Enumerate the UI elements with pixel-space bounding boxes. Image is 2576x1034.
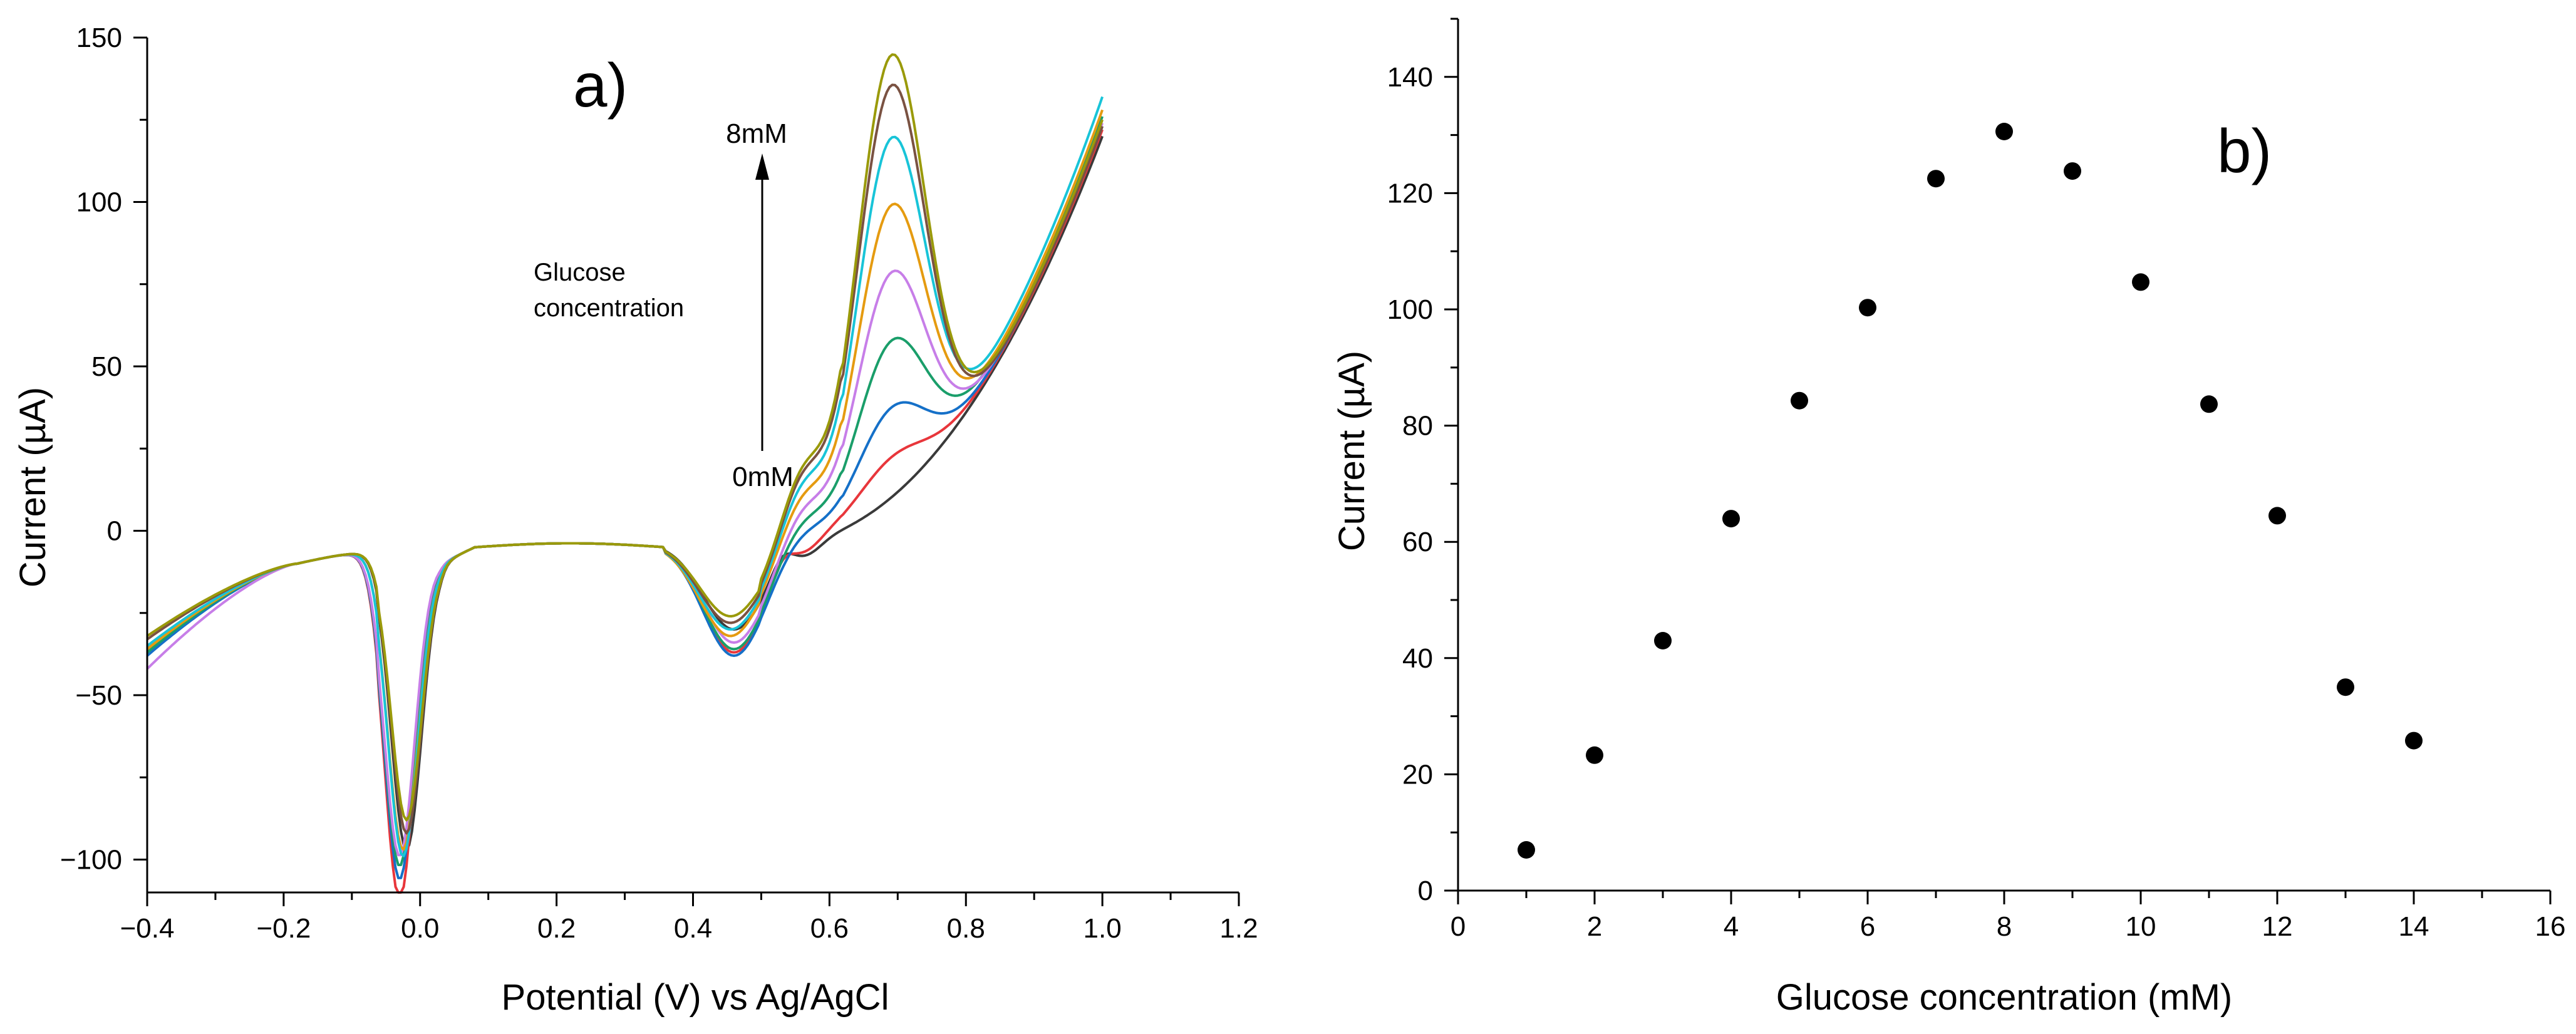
panel-b-y-tick-label: 60 bbox=[1402, 527, 1433, 557]
panel-b-label: b) bbox=[2217, 116, 2272, 185]
panel-b-x-tick-label: 4 bbox=[1724, 911, 1739, 942]
panel-a-x-tick-label: 0.6 bbox=[810, 913, 849, 944]
panel-a-y-tick-label: 100 bbox=[76, 187, 122, 218]
panel-a-y-tick-label: −50 bbox=[75, 680, 122, 711]
panel-a-y-axis-label: Current (µA) bbox=[13, 387, 53, 587]
scatter-point bbox=[1927, 170, 1945, 188]
panel-b-y-tick-label: 40 bbox=[1402, 643, 1433, 674]
scatter-point bbox=[1586, 746, 1603, 764]
panel-a-x-tick-label: 0.2 bbox=[537, 913, 576, 944]
cv-curve-8mm bbox=[146, 53, 1104, 822]
panel-b-y-tick-label: 0 bbox=[1418, 876, 1433, 906]
panel-b-y-tick-label: 80 bbox=[1402, 411, 1433, 442]
cv-curve-0mm bbox=[146, 135, 1104, 851]
panel-a-tick-labels: −0.4 −0.2 0.0 0.2 0.4 0.6 0.8 1.0 1.2 −100 −50 0 50 1… bbox=[60, 23, 1258, 944]
scatter-point bbox=[1722, 510, 1740, 528]
scatter-point bbox=[1995, 123, 2013, 140]
panel-b-x-tick-label: 14 bbox=[2399, 911, 2429, 942]
scatter-point bbox=[2337, 678, 2354, 696]
panel-a-y-tick-label: 50 bbox=[91, 351, 122, 382]
panel-a-label: a) bbox=[573, 51, 628, 120]
panel-a-x-tick-label: −0.4 bbox=[120, 913, 175, 944]
panel-a-x-tick-label: 0.8 bbox=[947, 913, 985, 944]
panel-a-cyclic-voltammogram: −0.4 −0.2 0.0 0.2 0.4 0.6 0.8 1.0 1.2 −100 −50 0 50 1… bbox=[13, 23, 1258, 1018]
scatter-points bbox=[1518, 123, 2423, 859]
scatter-point bbox=[1859, 299, 1876, 317]
cv-curve-2mm bbox=[146, 126, 1104, 879]
panel-b-y-tick-label: 20 bbox=[1402, 759, 1433, 790]
annotation-glucose: Glucose bbox=[534, 259, 626, 286]
arrow-label-bottom: 0mM bbox=[732, 462, 794, 492]
panel-b-x-tick-label: 2 bbox=[1587, 911, 1602, 942]
panel-b-axes bbox=[1444, 18, 2552, 904]
panel-b-x-tick-label: 0 bbox=[1451, 911, 1466, 942]
panel-a-x-axis-label: Potential (V) vs Ag/AgCl bbox=[502, 977, 889, 1018]
panel-a-y-tick-label: 0 bbox=[107, 516, 122, 547]
panel-b-x-tick-label: 6 bbox=[1860, 911, 1875, 942]
cv-curve-6mm bbox=[146, 96, 1104, 857]
panel-b-y-tick-label: 100 bbox=[1387, 294, 1433, 325]
cv-curve-7mm bbox=[146, 83, 1104, 835]
panel-b-tick-labels: 0 2 4 6 8 10 12 14 16 0 20 40 60 80 100 120 140 bbox=[1387, 62, 2566, 942]
voltammogram-curves bbox=[146, 53, 1104, 894]
panel-a-x-tick-label: −0.2 bbox=[256, 913, 311, 944]
panel-a-x-tick-label: 1.2 bbox=[1219, 913, 1258, 944]
scatter-point bbox=[2064, 162, 2081, 180]
annotation-concentration: concentration bbox=[534, 294, 684, 322]
panel-b-y-tick-label: 120 bbox=[1387, 178, 1433, 209]
panel-a-x-tick-label: 0.4 bbox=[674, 913, 712, 944]
scatter-point bbox=[1654, 632, 1672, 649]
scatter-point bbox=[2268, 507, 2286, 525]
panel-b-y-axis-label: Current (µA) bbox=[1332, 351, 1372, 551]
scatter-point bbox=[1791, 391, 1808, 410]
scatter-point bbox=[1518, 841, 1535, 859]
scatter-point bbox=[2405, 732, 2423, 750]
panel-a-y-tick-label: 150 bbox=[76, 23, 122, 53]
panel-a-x-tick-label: 1.0 bbox=[1084, 913, 1122, 944]
panel-a-x-tick-label: 0.0 bbox=[401, 913, 439, 944]
panel-b-y-tick-label: 140 bbox=[1387, 62, 1433, 93]
cv-curve-5mm bbox=[146, 109, 1104, 851]
panel-a-y-tick-label: −100 bbox=[60, 845, 122, 876]
panel-b-x-tick-label: 16 bbox=[2535, 911, 2566, 942]
panel-b-x-tick-label: 10 bbox=[2126, 911, 2156, 942]
panel-b-scatter: 0 2 4 6 8 10 12 14 16 0 20 40 60 80 100 120 140 Glucose … bbox=[1332, 18, 2566, 1018]
panel-a-axes bbox=[133, 36, 1240, 906]
panel-b-x-axis-label: Glucose concentration (mM) bbox=[1776, 977, 2232, 1018]
cv-curve-3mm bbox=[146, 116, 1104, 866]
scatter-point bbox=[2200, 395, 2218, 413]
arrow-label-top: 8mM bbox=[726, 118, 787, 149]
concentration-arrow-head bbox=[755, 153, 769, 180]
panel-b-x-tick-label: 8 bbox=[1997, 911, 2012, 942]
scatter-point bbox=[2132, 273, 2149, 291]
cv-curve-1mm bbox=[146, 129, 1104, 894]
panel-b-x-tick-label: 12 bbox=[2262, 911, 2293, 942]
cv-curve-4mm bbox=[146, 122, 1104, 857]
